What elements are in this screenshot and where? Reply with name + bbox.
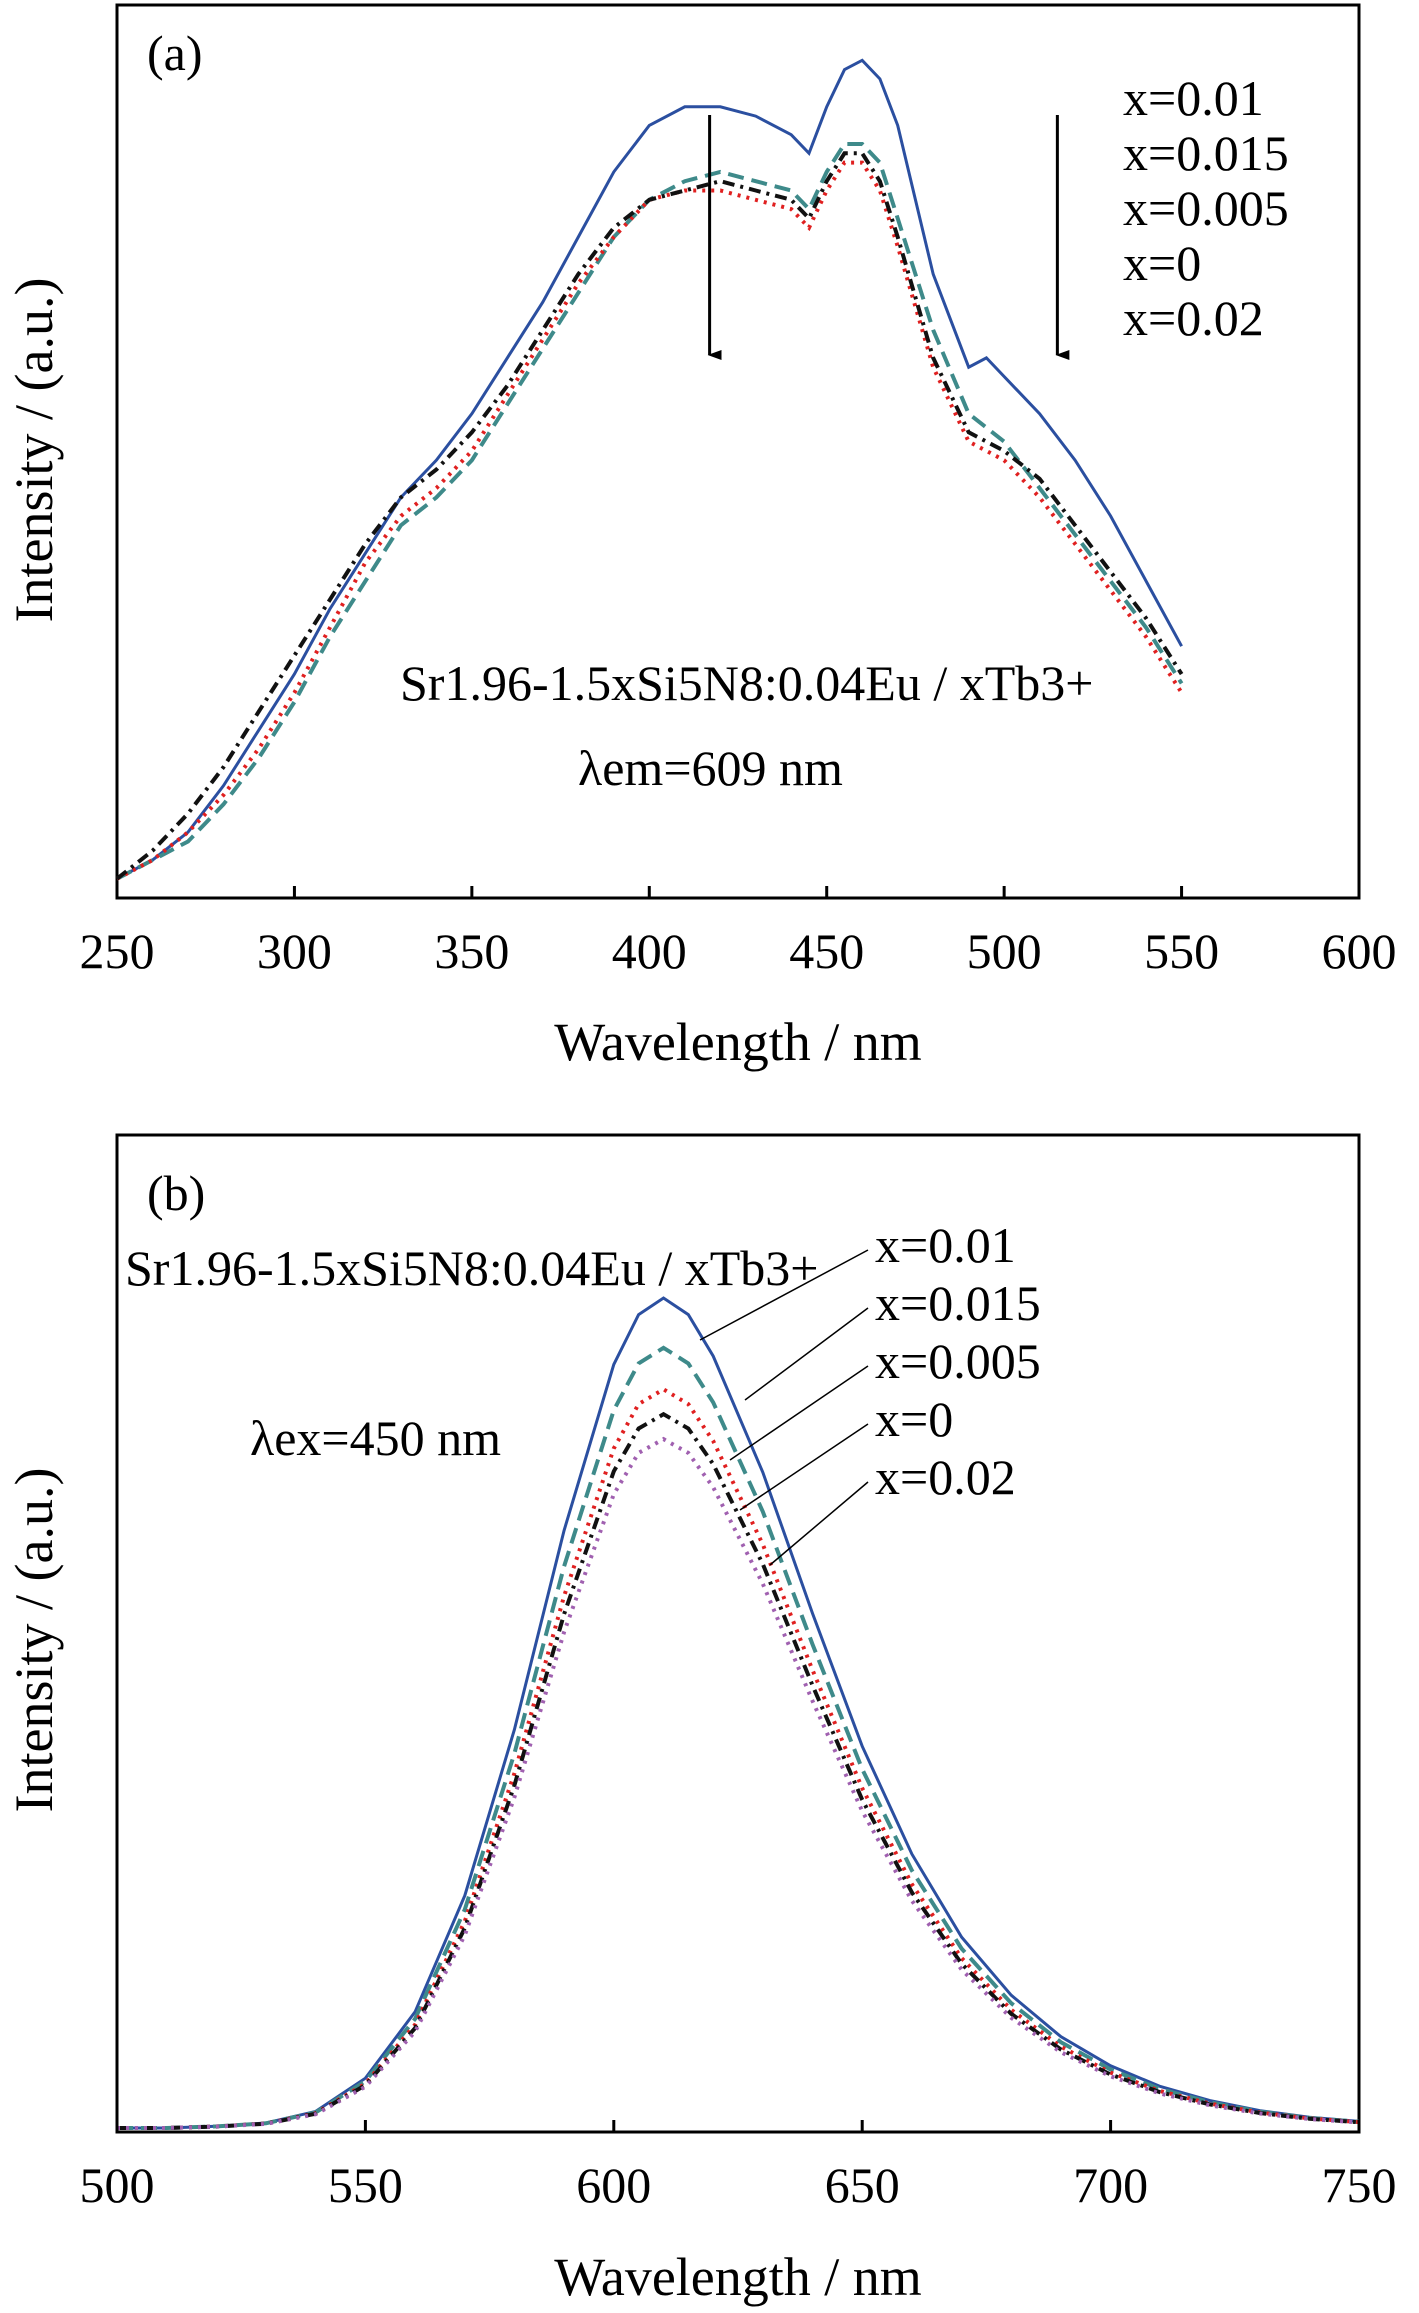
x-tick-label-a-4: 450 xyxy=(789,923,864,979)
x-axis-title-b: Wavelength / nm xyxy=(554,2247,922,2307)
x-tick-label-a-2: 350 xyxy=(434,923,509,979)
legend-entry-b-1: x=0.015 xyxy=(875,1275,1041,1331)
leader-line-b-3 xyxy=(739,1423,869,1511)
x-ticks-a: 250 300 350 400 450 500 550 600 xyxy=(80,886,1397,979)
leader-line-b-2 xyxy=(729,1365,869,1461)
x-tick-label-b-2: 600 xyxy=(576,2157,651,2213)
condition-a: λem=609 nm xyxy=(578,740,843,796)
x-tick-label-b-5: 750 xyxy=(1322,2157,1397,2213)
x-ticks-b: 500 550 600 650 700 750 xyxy=(80,2120,1397,2213)
leader-line-b-0 xyxy=(699,1249,869,1341)
x-tick-label-a-7: 600 xyxy=(1322,923,1397,979)
x-tick-label-b-1: 550 xyxy=(328,2157,403,2213)
legend-entry-a-2: x=0.005 xyxy=(1123,180,1289,236)
legend-entry-b-3: x=0 xyxy=(875,1391,953,1447)
series-line-b-3 xyxy=(117,1411,1360,2130)
formula-b: Sr1.96-1.5xSi5N8:0.04Eu / xTb3+ xyxy=(125,1240,818,1296)
legend-leaders-b xyxy=(699,1249,869,1566)
panel-a: (a) 250 300 350 400 450 500 550 600 x=0.01x=0.0… xyxy=(4,3,1397,1072)
plot-frame-b xyxy=(115,1133,1361,2134)
plot-frame-a xyxy=(115,3,1361,900)
leader-line-b-4 xyxy=(769,1481,869,1566)
series-group-a xyxy=(115,58,1184,881)
leader-line-b-1 xyxy=(744,1307,869,1401)
series-group-b xyxy=(117,1296,1360,2130)
panel-label-b: (b) xyxy=(147,1165,205,1221)
legend-entry-b-4: x=0.02 xyxy=(875,1449,1016,1505)
y-axis-title-a: Intensity / (a.u.) xyxy=(4,278,64,623)
x-tick-label-a-5: 500 xyxy=(967,923,1042,979)
panel-b: (b) 500 550 600 650 700 750 x=0.01x=0.015x=0.… xyxy=(4,1133,1397,2307)
x-tick-label-b-3: 650 xyxy=(825,2157,900,2213)
series-line-a-0 xyxy=(116,58,1183,881)
arrows-a xyxy=(707,115,1070,360)
x-axis-title-a: Wavelength / nm xyxy=(554,1012,922,1072)
condition-b: λex=450 nm xyxy=(250,1410,501,1466)
legend-entry-a-4: x=0.02 xyxy=(1123,290,1264,346)
y-axis-title-b: Intensity / (a.u.) xyxy=(4,1468,64,1813)
series-line-a-3 xyxy=(115,151,1184,881)
legend-entry-a-1: x=0.015 xyxy=(1123,125,1289,181)
x-tick-label-a-0: 250 xyxy=(80,923,155,979)
x-tick-label-a-6: 550 xyxy=(1144,923,1219,979)
series-line-b-4 xyxy=(117,1436,1360,2130)
legend-entry-a-3: x=0 xyxy=(1123,235,1201,291)
x-tick-label-a-1: 300 xyxy=(257,923,332,979)
legend-entry-b-2: x=0.005 xyxy=(875,1333,1041,1389)
x-tick-label-b-4: 700 xyxy=(1073,2157,1148,2213)
formula-a: Sr1.96-1.5xSi5N8:0.04Eu / xTb3+ xyxy=(400,655,1093,711)
legend-entry-a-0: x=0.01 xyxy=(1123,70,1264,126)
series-line-a-2 xyxy=(116,160,1184,881)
x-tick-label-a-3: 400 xyxy=(612,923,687,979)
panel-label-a: (a) xyxy=(147,25,203,81)
series-line-b-2 xyxy=(117,1386,1360,2130)
x-tick-label-b-0: 500 xyxy=(80,2157,155,2213)
legend-entry-b-0: x=0.01 xyxy=(875,1217,1016,1273)
series-line-b-1 xyxy=(117,1345,1360,2130)
series-line-a-1 xyxy=(116,142,1184,881)
